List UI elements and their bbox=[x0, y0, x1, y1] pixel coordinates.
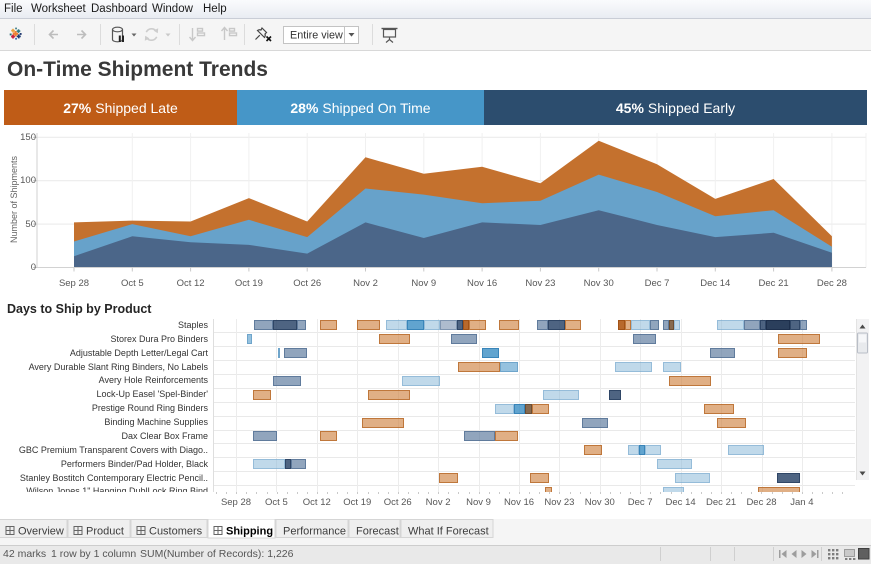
svg-text:Customers: Customers bbox=[149, 526, 203, 538]
svg-text:Product: Product bbox=[86, 526, 124, 538]
svg-text:What If Forecast: What If Forecast bbox=[408, 526, 489, 538]
svg-text:Entire view: Entire view bbox=[290, 30, 343, 42]
svg-text:Forecast: Forecast bbox=[356, 526, 399, 538]
svg-text:Overview: Overview bbox=[18, 526, 64, 538]
svg-text:Shipping: Shipping bbox=[226, 526, 273, 538]
svg-text:Performance: Performance bbox=[283, 526, 346, 538]
